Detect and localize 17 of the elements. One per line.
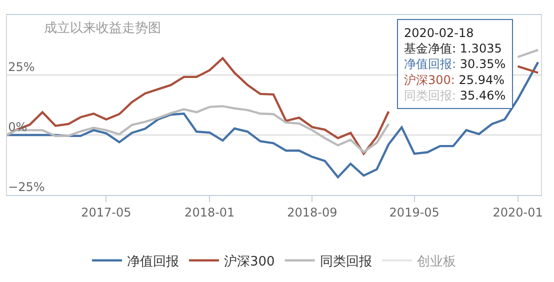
y-tick-label: 25% [8, 60, 35, 74]
x-tick-label: 2017-05 [81, 205, 132, 220]
x-tick-label: 2018-01 [184, 205, 235, 220]
annotation: 基金净值: 1.3035 [404, 42, 502, 56]
annotation: 沪深300: 25.94% [404, 72, 505, 87]
annotation: 2020-02-18 [404, 26, 474, 40]
text: 成立以来收益走势图 [44, 20, 161, 36]
annotation: 同类回报: 35.46% [404, 88, 506, 102]
annotation: 净值回报: 30.35% [404, 57, 506, 72]
x-tick-label: 2019-05 [389, 205, 440, 220]
y-tick-label: −25% [8, 180, 45, 194]
legend-label: 沪深300 [224, 253, 275, 270]
x-tick-label: 2018-09 [287, 205, 338, 220]
legend-label: 创业板 [416, 254, 456, 270]
x-tick-label: 2020-01 [492, 205, 543, 220]
legend-label: 净值回报 [127, 254, 179, 270]
legend-label: 同类回报 [320, 254, 372, 270]
